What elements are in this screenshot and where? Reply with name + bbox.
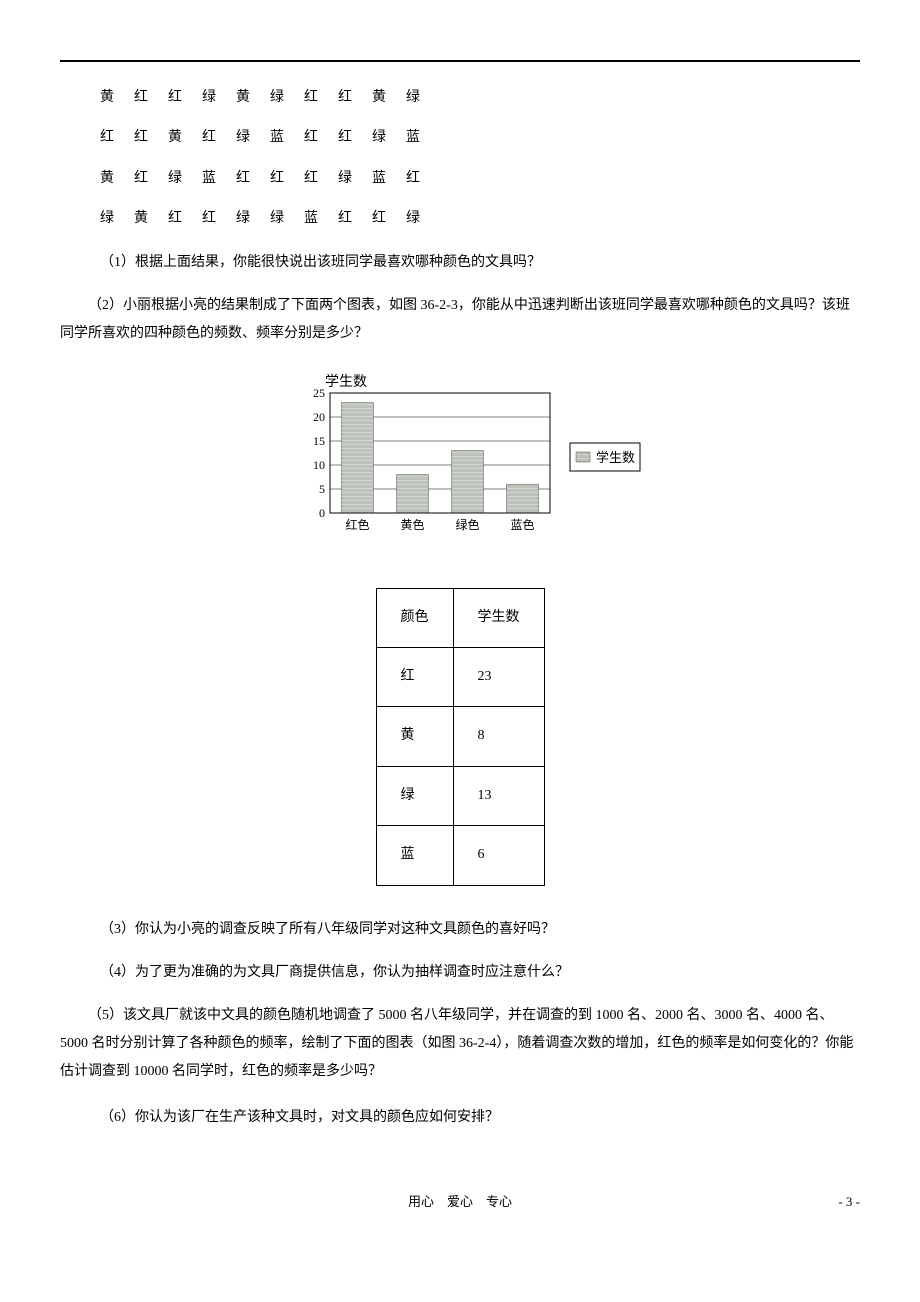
cell: 红 [304,87,338,109]
cell: 红 [304,168,338,190]
svg-text:0: 0 [319,506,325,520]
table-row: 绿 13 [376,766,544,825]
svg-text:15: 15 [313,434,325,448]
cell: 红 [270,168,304,190]
cell: 绿 [100,208,134,230]
svg-text:20: 20 [313,410,325,424]
table-cell-color: 绿 [376,766,453,825]
cell: 黄 [372,87,406,109]
question-2: （2）小丽根据小亮的结果制成了下面两个图表，如图 36-2-3，你能从中迅速判断… [60,292,860,348]
question-5: （5）该文具厂就该中文具的颜色随机地调查了 5000 名八年级同学，并在调查的到… [60,1002,860,1086]
table-header-color: 颜色 [376,588,453,647]
table-cell-count: 23 [453,647,544,706]
svg-text:10: 10 [313,458,325,472]
color-row-2: 红红黄红绿蓝红红绿蓝 [100,127,860,149]
cell: 绿 [406,87,440,109]
cell: 红 [100,127,134,149]
color-table: 颜色 学生数 红 23 黄 8 绿 13 蓝 6 [376,588,545,886]
table-row: 红 23 [376,647,544,706]
table-cell-color: 黄 [376,707,453,766]
cell: 绿 [270,208,304,230]
table-cell-count: 6 [453,826,544,885]
cell: 绿 [270,87,304,109]
cell: 蓝 [202,168,236,190]
svg-text:黄色: 黄色 [400,518,424,532]
page-number: - 3 - [838,1192,860,1213]
cell: 红 [202,208,236,230]
cell: 黄 [134,208,168,230]
table-row: 黄 8 [376,707,544,766]
cell: 红 [338,208,372,230]
cell: 绿 [236,127,270,149]
cell: 蓝 [406,127,440,149]
table-cell-count: 8 [453,707,544,766]
cell: 绿 [168,168,202,190]
color-row-3: 黄红绿蓝红红红绿蓝红 [100,168,860,190]
cell: 红 [202,127,236,149]
cell: 红 [134,127,168,149]
cell: 红 [236,168,270,190]
cell: 蓝 [372,168,406,190]
cell: 红 [168,208,202,230]
svg-text:25: 25 [313,386,325,400]
color-row-1: 黄红红绿黄绿红红黄绿 [100,87,860,109]
cell: 红 [134,168,168,190]
question-3: （3）你认为小亮的调查反映了所有八年级同学对这种文具颜色的喜好吗？ [100,916,860,944]
table-row: 蓝 6 [376,826,544,885]
question-1: （1）根据上面结果，你能很快说出该班同学最喜欢哪种颜色的文具吗？ [100,249,860,277]
cell: 红 [406,168,440,190]
cell: 红 [338,87,372,109]
cell: 红 [134,87,168,109]
legend-swatch [576,452,590,462]
color-table-wrap: 颜色 学生数 红 23 黄 8 绿 13 蓝 6 [60,588,860,886]
bar-chart-svg: 学生数 红色 黄色 绿色 蓝色 0 5 10 15 20 25 学生数 [270,368,650,558]
table-cell-color: 红 [376,647,453,706]
svg-text:红色: 红色 [345,517,369,532]
cell: 绿 [406,208,440,230]
bar-chart: 学生数 红色 黄色 绿色 蓝色 0 5 10 15 20 25 学生数 [60,368,860,558]
footer-text: 用心 爱心 专心 [408,1194,512,1209]
cell: 红 [338,127,372,149]
table-cell-count: 13 [453,766,544,825]
top-rule [60,60,860,62]
svg-text:蓝色: 蓝色 [510,518,534,532]
cell: 黄 [100,168,134,190]
question-6: （6）你认为该厂在生产该种文具时，对文具的颜色应如何安排？ [100,1104,860,1132]
cell: 蓝 [270,127,304,149]
color-row-4: 绿黄红红绿绿蓝红红绿 [100,208,860,230]
cell: 黄 [168,127,202,149]
cell: 绿 [236,208,270,230]
svg-text:绿色: 绿色 [455,517,479,532]
cell: 红 [168,87,202,109]
chart-ylabel: 学生数 [325,374,367,390]
cell: 黄 [100,87,134,109]
table-row: 颜色 学生数 [376,588,544,647]
svg-text:5: 5 [319,482,325,496]
cell: 绿 [372,127,406,149]
table-header-count: 学生数 [453,588,544,647]
cell: 蓝 [304,208,338,230]
table-cell-color: 蓝 [376,826,453,885]
page-footer: 用心 爱心 专心 - 3 - [60,1192,860,1213]
cell: 红 [372,208,406,230]
cell: 绿 [202,87,236,109]
legend-label: 学生数 [596,450,635,465]
cell: 绿 [338,168,372,190]
cell: 红 [304,127,338,149]
question-4: （4）为了更为准确的为文具厂商提供信息，你认为抽样调查时应注意什么？ [100,959,860,987]
cell: 黄 [236,87,270,109]
